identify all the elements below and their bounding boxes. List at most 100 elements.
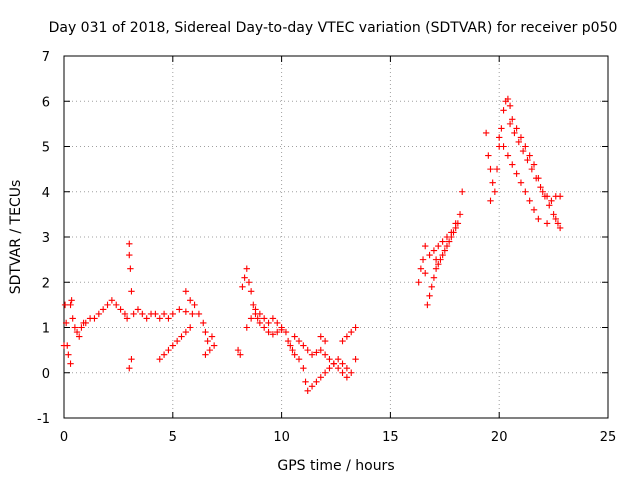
x-tick-label: 0 — [60, 430, 68, 445]
y-tick-label: 5 — [42, 141, 50, 156]
data-point — [117, 306, 124, 313]
data-point — [182, 328, 190, 336]
data-point — [143, 315, 150, 322]
data-point — [528, 165, 536, 173]
data-point — [67, 360, 74, 367]
data-point — [422, 270, 429, 277]
data-point — [237, 351, 244, 358]
data-point — [202, 328, 209, 336]
data-point — [330, 360, 338, 367]
data-point — [243, 265, 250, 272]
data-point — [165, 346, 172, 354]
data-point — [169, 310, 176, 318]
data-point — [260, 324, 268, 331]
data-point — [343, 365, 351, 372]
data-point — [485, 152, 492, 159]
data-point — [274, 319, 281, 327]
data-point — [139, 310, 146, 318]
data-point — [289, 346, 296, 354]
data-point — [441, 247, 448, 254]
data-points — [60, 95, 564, 395]
data-point — [515, 138, 522, 146]
y-tick-label: 3 — [42, 231, 50, 246]
data-point — [208, 333, 216, 340]
data-point — [482, 129, 490, 137]
data-point — [160, 310, 168, 318]
data-point — [128, 288, 135, 295]
data-point — [239, 283, 246, 290]
data-point — [506, 102, 514, 109]
data-point — [546, 202, 553, 209]
y-tick-label: 4 — [42, 186, 50, 201]
y-tick-labels: -1 0 1 2 3 4 5 6 7 — [37, 50, 50, 427]
data-point — [428, 283, 435, 290]
data-point — [432, 265, 440, 272]
data-point — [123, 315, 131, 322]
data-point — [156, 355, 163, 363]
x-tick-label: 20 — [491, 430, 508, 445]
data-point — [554, 220, 562, 227]
data-point — [178, 333, 185, 340]
grid-lines — [64, 56, 608, 418]
data-point — [552, 215, 559, 223]
x-tick-label: 5 — [169, 430, 177, 445]
data-point — [108, 297, 116, 304]
data-point — [173, 337, 181, 345]
data-point — [245, 279, 253, 286]
data-point — [541, 193, 549, 200]
data-point — [500, 143, 507, 150]
data-point — [493, 165, 501, 173]
data-point — [304, 387, 311, 395]
data-point — [352, 355, 359, 363]
data-point — [210, 342, 218, 349]
data-point — [91, 315, 98, 322]
data-point — [317, 333, 324, 340]
data-point — [435, 260, 442, 268]
y-tick-label: 2 — [42, 276, 50, 291]
data-point — [156, 315, 163, 322]
data-point — [517, 134, 525, 141]
data-point — [260, 315, 268, 322]
data-point — [165, 315, 172, 322]
data-point — [343, 374, 351, 381]
data-point — [435, 242, 442, 250]
data-point — [247, 288, 255, 295]
data-point — [182, 288, 190, 295]
data-point — [339, 369, 346, 376]
data-point — [182, 308, 190, 315]
data-point — [532, 174, 540, 182]
data-point — [321, 369, 329, 376]
data-point — [439, 238, 446, 245]
data-point — [265, 328, 272, 336]
data-point — [543, 220, 551, 227]
data-point — [556, 193, 564, 200]
data-point — [269, 331, 277, 338]
data-point — [78, 324, 85, 331]
data-point — [202, 351, 209, 358]
data-point — [321, 351, 329, 358]
data-point — [443, 242, 451, 250]
data-point — [254, 315, 261, 322]
axis-ticks — [63, 55, 609, 419]
data-point — [76, 333, 83, 340]
data-point — [69, 315, 76, 322]
data-point — [176, 306, 183, 313]
data-point — [206, 346, 213, 354]
data-point — [126, 240, 133, 247]
data-point — [265, 319, 272, 327]
data-point — [256, 319, 264, 327]
data-point — [491, 188, 499, 195]
data-point — [252, 306, 259, 313]
data-point — [302, 378, 309, 385]
data-point — [343, 333, 351, 340]
data-point — [326, 355, 333, 363]
data-point — [195, 310, 203, 318]
data-point — [187, 324, 194, 331]
data-point — [287, 342, 294, 349]
data-point — [535, 215, 542, 223]
data-point — [348, 369, 355, 376]
data-point — [509, 116, 516, 123]
data-point — [352, 324, 359, 331]
x-tick-labels: 0 5 10 15 20 25 — [60, 430, 616, 445]
